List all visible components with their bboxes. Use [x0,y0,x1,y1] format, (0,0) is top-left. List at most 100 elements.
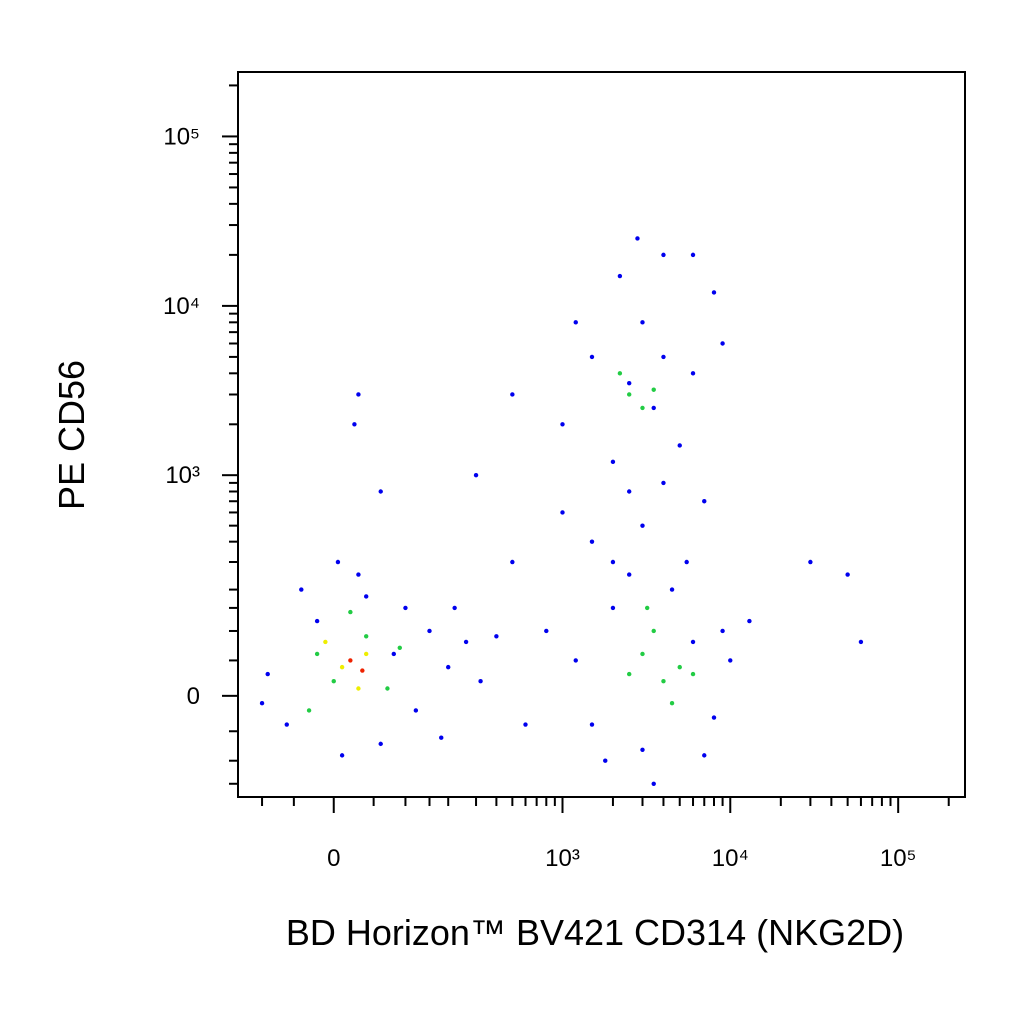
event-dot [651,628,656,634]
event-dot [651,387,656,392]
event-dot [711,715,717,720]
event-dot [463,639,469,645]
event-dot [560,422,565,427]
event-dot [378,741,383,747]
event-dot [314,618,320,624]
event-dot [690,371,696,376]
event-dot [661,679,666,684]
event-dot [397,645,402,651]
event-dot [661,480,666,486]
event-dot [427,628,432,634]
event-dot [284,722,289,727]
event-dot [610,559,616,565]
event-dot [306,708,312,713]
event-dot [627,671,632,677]
event-dot [478,679,483,684]
event-dot [610,459,616,465]
event-dot [640,651,645,657]
event-dot [363,594,369,599]
event-dot [627,392,632,397]
event-dot [473,472,479,478]
y-tick-label: 0 [187,683,200,710]
event-dot [494,634,499,639]
event-dot [640,320,645,325]
event-dot [617,273,623,279]
y-tick-label: 10⁵ [163,123,200,150]
event-dot [677,443,682,448]
event-dot [711,290,717,295]
event-dot [661,354,666,360]
event-dot [603,758,608,763]
event-dot [690,671,696,677]
event-dot [720,628,725,634]
event-dot [808,559,813,565]
event-dot [339,664,345,670]
event-dot [360,668,365,673]
event-dot [363,651,369,657]
event-dot [523,722,528,727]
event-dot [544,628,549,634]
event-dot [589,354,595,360]
event-dot [627,380,632,386]
event-dot [413,708,419,713]
event-dot [677,664,682,670]
event-dot [747,618,752,624]
event-dot [635,236,640,241]
event-dot [728,658,733,663]
event-dot [617,371,623,376]
event-dot [560,510,565,515]
event-dot [356,392,361,397]
event-dot [452,605,457,611]
y-tick-label: 10³ [165,462,200,489]
event-dot [610,605,616,611]
event-dot [391,651,396,657]
event-dot [510,559,515,565]
event-dot [385,686,390,691]
event-dot [335,559,341,565]
event-dot [651,405,656,411]
event-dot [845,572,850,577]
event-dot [684,559,689,565]
event-dot [627,489,632,494]
event-dot [640,523,645,528]
event-dot [627,572,632,577]
event-dot [352,422,357,427]
event-dot [314,651,320,657]
event-dot [265,671,270,677]
event-dot [640,405,645,411]
event-dot [439,735,444,740]
event-dot [356,572,361,577]
event-dot [573,320,578,325]
x-tick-label: 10³ [545,845,580,872]
y-tick-label: 10⁴ [163,293,200,320]
y-axis-label: PE CD56 [51,360,92,510]
event-dot [348,609,353,615]
event-dot [589,722,595,727]
event-dot [669,700,675,706]
event-dot [339,753,345,758]
x-tick-label: 0 [327,845,340,872]
event-dot [446,664,451,670]
event-dot [299,587,304,592]
event-dot [651,781,656,786]
event-dot [403,605,408,611]
event-dot [510,392,515,397]
event-dot [702,753,707,758]
x-tick-label: 10⁴ [712,845,749,872]
event-dot [640,747,645,752]
event-dot [644,605,650,611]
event-dot [669,587,675,592]
event-dot [690,639,696,645]
event-dot [378,489,383,494]
event-dot [661,252,666,258]
event-dot [331,679,336,684]
event-dot [702,499,707,504]
x-axis-label: BD Horizon™ BV421 CD314 (NKG2D) [286,912,904,953]
event-dot [690,252,696,258]
event-dot [720,341,725,346]
event-dot [363,634,369,639]
x-tick-label: 10⁵ [880,845,917,872]
event-dot [573,658,578,663]
